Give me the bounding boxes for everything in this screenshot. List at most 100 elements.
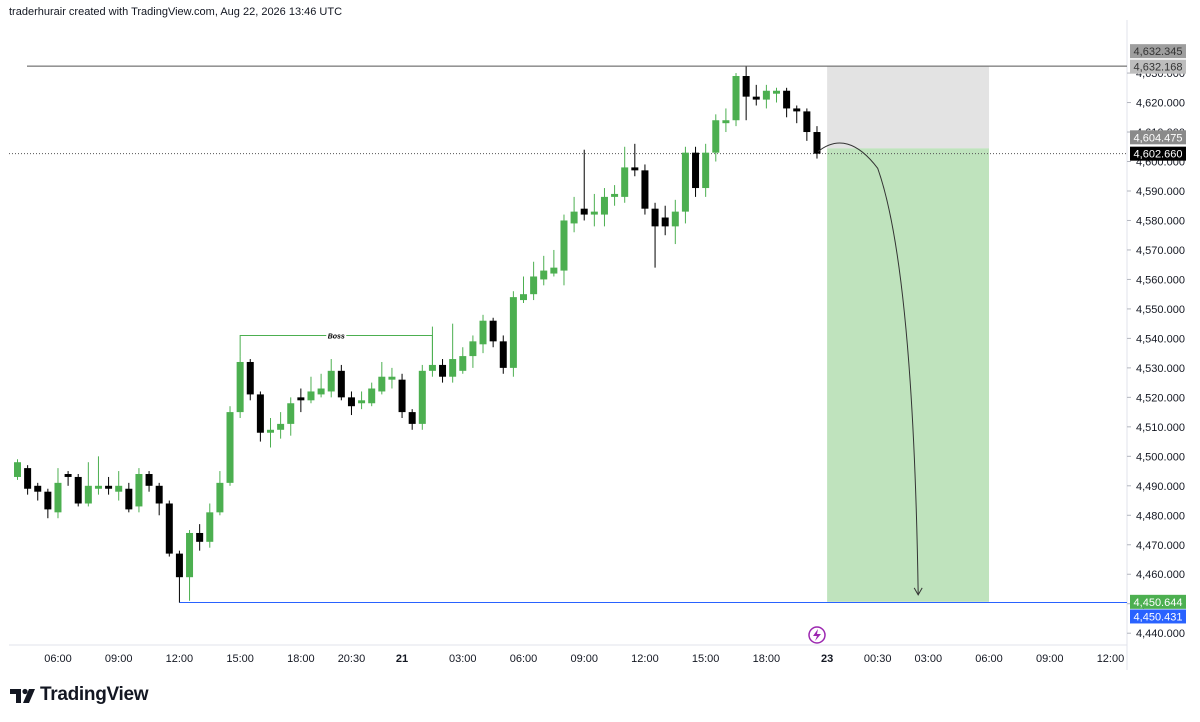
candle-body [590,211,598,215]
x-tick-label: 09:00 [105,653,133,665]
price-label-bg [1130,594,1186,609]
candle-body [509,297,517,368]
boss-label-bg [326,329,347,342]
y-tick-label: 4,550.000 [1136,304,1185,316]
candle-body [175,553,183,578]
candle-body [368,388,376,404]
x-tick-label: 00:30 [864,653,892,665]
x-tick-label: 09:00 [570,653,598,665]
price-label-bg [1130,146,1186,161]
candle-body [317,388,325,395]
x-tick-label: 12:00 [631,653,659,665]
boss-label: Boss [328,333,345,340]
candle-body [681,152,689,212]
y-tick-label: 4,510.000 [1136,422,1185,434]
candle-body [692,152,700,189]
candle-body [256,394,264,433]
candle-body [439,364,447,377]
price-label: 4,604.475 [1134,132,1183,144]
reward-zone [827,148,990,602]
candle-body [520,294,527,301]
candle-body [44,491,52,510]
price-label: 4,602.660 [1134,149,1183,161]
candle-body [550,267,558,274]
candle-body [752,96,760,100]
y-tick-label: 4,540.000 [1136,333,1185,345]
candle-body [793,108,801,112]
candle-body [54,482,62,513]
y-tick-label: 4,620.000 [1136,98,1185,110]
candle-body [155,485,163,504]
candle-body [165,503,173,554]
candle-body [64,474,72,477]
candle-body [135,474,143,507]
candle-body [449,359,457,377]
candle-body [540,270,548,280]
y-tick-label: 4,440.000 [1136,628,1185,640]
x-tick-label: 15:00 [226,653,254,665]
y-tick-label: 4,570.000 [1136,245,1185,257]
y-tick-label: 4,480.000 [1136,510,1185,522]
x-tick-label: 03:00 [915,653,943,665]
y-tick-label: 4,560.000 [1136,274,1185,286]
candle-body [661,217,669,227]
candle-body [216,482,224,513]
candle-body [125,488,133,510]
price-label: 4,450.644 [1134,597,1183,609]
candle-body [246,361,254,395]
candle-body [702,152,710,189]
x-tick-label: 12:00 [166,653,194,665]
candle-body [84,485,92,504]
candle-body [813,132,821,154]
candle-body [14,462,21,477]
candle-body [105,485,113,489]
candle-body [418,370,426,424]
candle-body [803,111,811,133]
candle-body [34,485,42,492]
candle-body [570,211,578,224]
x-tick-label: 21 [396,653,408,665]
price-label-bg [1130,609,1186,624]
candle-body [712,120,720,153]
candle-body [722,120,730,124]
header: traderhurair created with TradingView.co… [9,6,343,18]
x-tick-label: 09:00 [1036,653,1064,665]
plot: Boss [9,65,1127,603]
brand-logo [10,688,35,703]
x-tick-label: 20:30 [338,653,366,665]
x-tick-label: 15:00 [692,653,720,665]
candle-body [388,376,396,380]
candle-body [236,361,244,413]
price-label: 4,450.431 [1134,611,1183,623]
candle-body [94,485,102,489]
candle-body [307,391,315,401]
candle-body [611,193,619,197]
candle-body [762,90,770,100]
price-label-bg [1130,59,1186,74]
x-tick-label: 18:00 [287,653,315,665]
candle-body [145,474,153,486]
candle-body [358,400,366,404]
x-tick-label: 06:00 [510,653,538,665]
candle-body [327,370,335,392]
candle-body [469,341,477,357]
candle-body [600,196,608,215]
event-icon[interactable] [808,626,826,644]
candle-body [580,208,588,215]
x-tick-label: 23 [821,653,833,665]
candle-body [479,320,487,345]
y-tick-label: 4,500.000 [1136,451,1185,463]
candle-body [277,423,285,430]
candle-body [287,403,295,424]
x-tick-label: 03:00 [449,653,477,665]
projection-arrowhead [913,587,923,596]
y-tick-label: 4,580.000 [1136,215,1185,227]
candle-body [651,208,659,227]
x-tick-label: 06:00 [44,653,72,665]
candle-body [499,341,507,368]
candle-body [115,485,123,492]
candle-body [74,476,82,504]
y-tick-label: 4,490.000 [1136,481,1185,493]
candle-body [732,76,740,121]
